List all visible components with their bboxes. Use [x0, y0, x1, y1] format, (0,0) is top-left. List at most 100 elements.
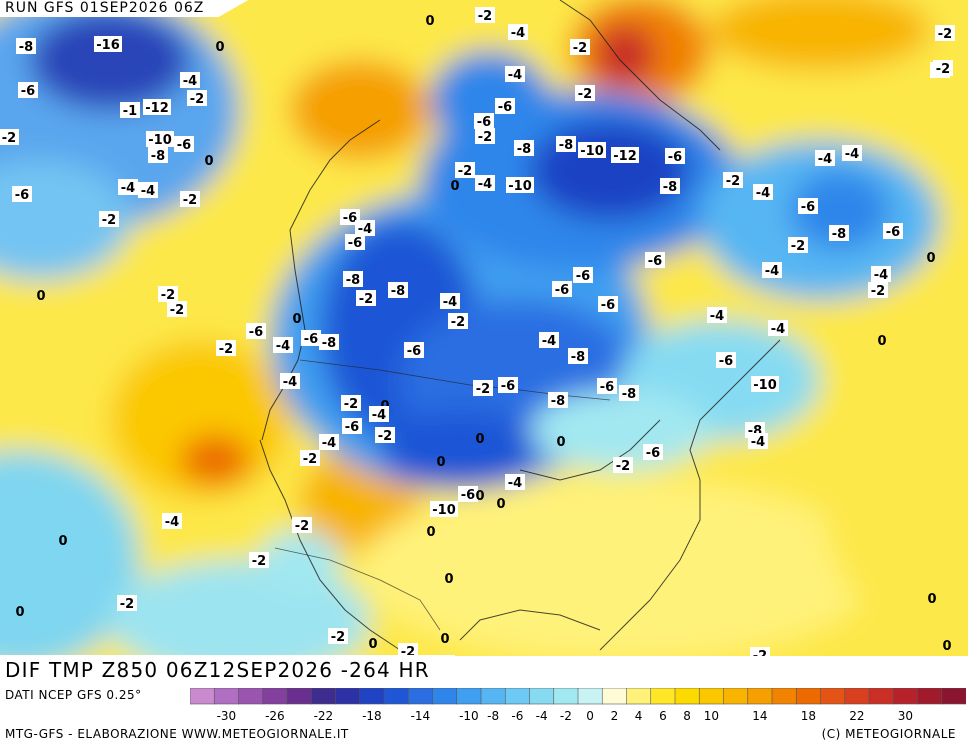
value-label: -6: [348, 236, 362, 251]
value-label: -4: [276, 339, 290, 354]
value-label-bg: [280, 373, 300, 389]
value-label-bg: [723, 172, 743, 188]
value-label: -2: [791, 239, 805, 254]
value-label: -8: [391, 284, 405, 299]
value-label: -1: [123, 104, 137, 119]
value-label-bg: [16, 38, 36, 54]
value-label-bg: [292, 517, 312, 533]
scale-swatch: [529, 688, 555, 705]
scale-tick: -2: [560, 709, 572, 723]
value-label: -8: [622, 387, 636, 402]
borders: [274, 359, 611, 631]
value-label: -2: [344, 397, 358, 412]
value-label: -12: [613, 149, 637, 164]
value-label-bg: [301, 330, 321, 346]
value-label: 0: [292, 312, 301, 327]
scale-tick: -22: [314, 709, 334, 723]
value-label-bg: [753, 184, 773, 200]
value-label-bg: [611, 147, 639, 163]
scale-swatch: [213, 688, 240, 705]
value-label-bg: [430, 501, 458, 517]
scale-swatch: [626, 688, 652, 705]
value-label: -2: [2, 131, 16, 146]
value-label: -4: [874, 268, 888, 283]
value-label-bg: [345, 234, 365, 250]
value-label-bg: [18, 82, 38, 98]
value-label: 0: [15, 605, 24, 620]
scale-swatch: [190, 688, 215, 705]
credit-right: (C) METEOGIORNALE: [821, 727, 956, 741]
value-label: -10: [432, 503, 456, 518]
value-label-bg: [751, 376, 779, 392]
value-label-bg: [473, 380, 493, 396]
value-label-bg: [597, 378, 617, 394]
value-label-bg: [539, 332, 559, 348]
value-label-bg: [146, 131, 174, 147]
scale-swatch: [407, 688, 434, 705]
value-label-bg: [174, 136, 194, 152]
value-label: -2: [295, 519, 309, 534]
value-label-bg: [138, 182, 158, 198]
value-label: -6: [345, 420, 359, 435]
value-label-bg: [573, 267, 593, 283]
scale-swatch: [577, 688, 603, 705]
value-label-bg: [508, 24, 528, 40]
value-label: -10: [753, 378, 777, 393]
value-label: 0: [942, 639, 951, 654]
value-label-bg: [643, 444, 663, 460]
value-label: -6: [501, 379, 515, 394]
value-label: -2: [458, 164, 472, 179]
scale-swatch: [723, 688, 749, 705]
value-label-bg: [99, 211, 119, 227]
value-label-bg: [842, 145, 862, 161]
value-label-bg: [883, 223, 903, 239]
value-label: -2: [378, 429, 392, 444]
value-label-bg: [762, 262, 782, 278]
value-label: -6: [15, 188, 29, 203]
value-label-bg: [158, 286, 178, 302]
value-label-bg: [404, 342, 424, 358]
value-label: 0: [368, 637, 377, 652]
value-label: -4: [511, 26, 525, 41]
value-label-bg: [748, 433, 768, 449]
value-label: -2: [726, 174, 740, 189]
value-label-bg: [120, 102, 140, 118]
value-label: -2: [359, 292, 373, 307]
value-label-bg: [12, 186, 32, 202]
value-label-bg: [341, 395, 361, 411]
scale-tick: 18: [801, 709, 816, 723]
value-label-bg: [117, 595, 137, 611]
value-label: 0: [475, 489, 484, 504]
scale-swatch: [650, 688, 676, 705]
value-label-bg: [249, 552, 269, 568]
value-label-bg: [0, 129, 19, 145]
scale-tick: -30: [217, 709, 237, 723]
scale-tick: 10: [704, 709, 719, 723]
value-label: -2: [102, 213, 116, 228]
color-scale: -30 -26 -22 -18 -14 -10 -8 -6 -4 -2 0 2 4 6 8 10 14 18 22 3…: [190, 688, 966, 723]
scale-swatch: [383, 688, 409, 705]
value-label: -2: [161, 288, 175, 303]
value-label: 0: [215, 40, 224, 55]
value-label: -4: [121, 181, 135, 196]
value-label: -8: [663, 180, 677, 195]
value-label-bg: [568, 348, 588, 364]
value-label-bg: [935, 25, 955, 41]
scale-swatch: [286, 688, 312, 705]
value-label-bg: [570, 39, 590, 55]
value-label: 0: [556, 435, 565, 450]
value-label: -2: [936, 62, 950, 77]
value-label-bg: [398, 643, 418, 656]
value-label-bg: [375, 427, 395, 443]
value-label-bg: [514, 140, 534, 156]
value-label-bg: [505, 474, 525, 490]
scale-swatch: [359, 688, 385, 705]
value-label-bg: [475, 175, 495, 191]
value-label: -4: [508, 68, 522, 83]
value-label-bg: [475, 128, 495, 144]
value-label: 0: [36, 289, 45, 304]
value-label-bg: [498, 377, 518, 393]
value-label-bg: [788, 237, 808, 253]
value-label-bg: [815, 150, 835, 166]
scale-swatch: [601, 688, 628, 705]
